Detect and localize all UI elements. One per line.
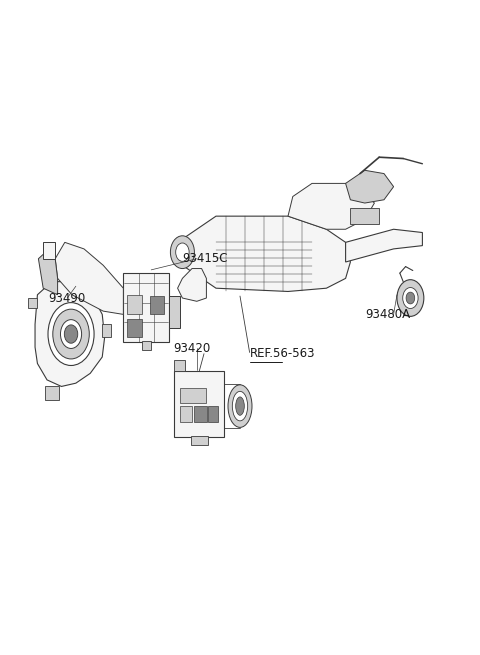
Polygon shape — [38, 252, 58, 295]
Text: 93480A: 93480A — [365, 308, 410, 321]
Polygon shape — [182, 216, 350, 291]
FancyBboxPatch shape — [180, 406, 192, 422]
FancyBboxPatch shape — [150, 296, 164, 314]
Ellipse shape — [228, 385, 252, 427]
Text: 93490: 93490 — [48, 291, 85, 305]
Circle shape — [60, 320, 82, 348]
Circle shape — [48, 303, 94, 365]
Circle shape — [406, 292, 415, 304]
Circle shape — [403, 288, 418, 309]
FancyBboxPatch shape — [350, 208, 379, 224]
FancyBboxPatch shape — [191, 436, 208, 445]
FancyBboxPatch shape — [169, 296, 180, 328]
Text: 93415C: 93415C — [182, 252, 228, 265]
Text: 93420: 93420 — [173, 342, 210, 355]
FancyBboxPatch shape — [142, 341, 151, 350]
FancyBboxPatch shape — [43, 242, 55, 259]
Polygon shape — [346, 229, 422, 262]
FancyBboxPatch shape — [180, 388, 206, 403]
FancyBboxPatch shape — [123, 273, 169, 342]
Polygon shape — [45, 386, 59, 400]
Circle shape — [397, 280, 424, 316]
FancyBboxPatch shape — [174, 371, 224, 437]
Polygon shape — [288, 183, 374, 229]
FancyBboxPatch shape — [174, 360, 185, 371]
FancyBboxPatch shape — [208, 406, 218, 422]
FancyBboxPatch shape — [127, 319, 142, 337]
FancyBboxPatch shape — [127, 295, 142, 314]
FancyBboxPatch shape — [28, 298, 37, 308]
FancyBboxPatch shape — [194, 406, 207, 422]
FancyBboxPatch shape — [102, 324, 111, 337]
Polygon shape — [346, 170, 394, 203]
Polygon shape — [55, 242, 123, 314]
Circle shape — [170, 236, 194, 269]
Ellipse shape — [236, 397, 244, 415]
Circle shape — [176, 243, 189, 261]
Polygon shape — [178, 269, 206, 301]
Polygon shape — [35, 282, 105, 386]
Circle shape — [64, 325, 78, 343]
Circle shape — [53, 309, 89, 359]
Ellipse shape — [232, 392, 248, 421]
Text: REF.56-563: REF.56-563 — [250, 347, 315, 360]
